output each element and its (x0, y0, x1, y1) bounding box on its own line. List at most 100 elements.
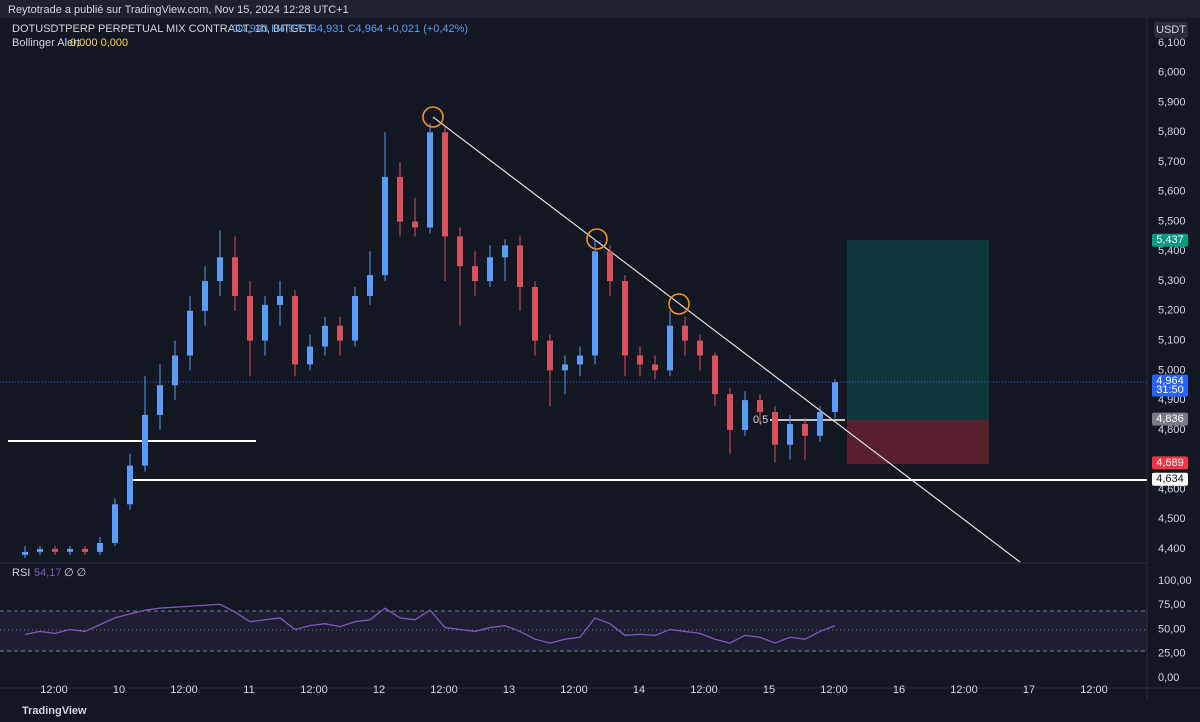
rsi-tick-label: 100,00 (1158, 575, 1192, 587)
candle-body (232, 257, 238, 296)
candle-body (442, 132, 448, 237)
candle-body (382, 176, 388, 276)
candle-body (817, 412, 823, 436)
indicator-values: 0,000 0,000 (70, 37, 128, 49)
candle-body (202, 281, 208, 311)
price-tick-label: 5,300 (1158, 275, 1186, 287)
rsi-value: 54,17 (34, 567, 62, 579)
currency: USDT (1156, 24, 1186, 36)
candle-body (607, 251, 613, 282)
candle-body (802, 423, 808, 436)
price-tag (1152, 472, 1188, 486)
candle-body (82, 548, 88, 552)
time-tick-label: 12 (373, 684, 385, 696)
candle-body (37, 548, 43, 552)
candle-body (307, 346, 313, 365)
price-tick-label: 5,100 (1158, 335, 1186, 347)
brand: TradingView (22, 705, 87, 717)
price-tag-label: 4,689 (1156, 457, 1184, 469)
touch-circle (668, 293, 690, 315)
price-tag (1152, 374, 1188, 397)
time-tick-label: 12:00 (820, 684, 848, 696)
candle-body (352, 295, 358, 341)
time-tick-label: 11 (243, 684, 254, 696)
candle-body (787, 423, 793, 445)
candle-body (757, 400, 763, 413)
candle-body (577, 355, 583, 365)
candle-body (457, 236, 463, 267)
price-tick-label: 5,700 (1158, 156, 1186, 168)
candle-body (697, 340, 703, 356)
time-tick-label: 14 (633, 684, 645, 696)
candle-body (292, 295, 298, 365)
candle-body (502, 245, 508, 258)
candle-body (832, 382, 838, 413)
touch-circle (422, 106, 444, 128)
time-tick-label: 12:00 (170, 684, 198, 696)
time-tick-label: 13 (503, 684, 515, 696)
rsi-line (24, 603, 836, 644)
price-tag (1152, 412, 1188, 426)
price-tag-label: 4,836 (1156, 413, 1184, 425)
candle-body (412, 221, 418, 228)
time-tick-label: 15 (763, 684, 775, 696)
candle-body (157, 385, 163, 415)
candle-body (112, 504, 118, 543)
candle-body (322, 325, 328, 347)
price-tag-label: 4,964 (1156, 375, 1184, 387)
stop-zone (847, 420, 989, 464)
price-tick-label: 4,900 (1158, 394, 1186, 406)
time-tick-label: 17 (1023, 684, 1035, 696)
candle-body (337, 325, 343, 341)
time-tick-label: 12:00 (950, 684, 978, 696)
candle-body (97, 542, 103, 552)
rsi-tick-label: 75,00 (1158, 599, 1186, 611)
time-tick-label: 12:00 (560, 684, 588, 696)
candle-body (532, 287, 538, 341)
indicator: Bollinger Alert (12, 37, 80, 49)
candle-body (367, 275, 373, 296)
price-tick-label: 5,400 (1158, 245, 1186, 257)
rsi-name: RSI (12, 567, 30, 579)
candle-body (547, 340, 553, 371)
price-tag-sub: 31:50 (1156, 384, 1184, 396)
price-tick-label: 5,500 (1158, 215, 1186, 227)
price-tick-label: 4,500 (1158, 513, 1186, 525)
candle-body (592, 251, 598, 356)
symbol: DOTUSDTPERP PERPETUAL MIX CONTRACT, 1h, … (12, 23, 313, 35)
footer (0, 700, 1200, 722)
candle-body (172, 355, 178, 386)
candle-body (772, 412, 778, 445)
trendline (432, 116, 1021, 563)
price-tick-label: 5,900 (1158, 96, 1186, 108)
price-tick-label: 5,200 (1158, 305, 1186, 317)
candle-body (262, 304, 268, 341)
price-tag (1152, 456, 1188, 470)
target-zone (847, 240, 989, 420)
top-bar (0, 0, 1200, 18)
price-tag (1152, 233, 1188, 247)
price-tick-label: 5,600 (1158, 186, 1186, 198)
candle-body (52, 548, 58, 552)
candle-body (682, 325, 688, 341)
price-tick-label: 4,800 (1158, 424, 1186, 436)
candle-body (712, 355, 718, 395)
ohlc: O4,943 H4,975 B4,931 C4,964 +0,021 (+0,4… (232, 23, 468, 35)
candle-body (517, 245, 523, 288)
candle-body (22, 551, 28, 555)
price-tick-label: 5,000 (1158, 364, 1186, 376)
candle-body (427, 132, 433, 228)
price-tick-label: 5,800 (1158, 126, 1186, 138)
candle-body (487, 257, 493, 282)
candle-body (622, 281, 628, 356)
time-tick-label: 12:00 (690, 684, 718, 696)
price-tick-label: 4,600 (1158, 483, 1186, 495)
candle-body (277, 295, 283, 305)
candle-body (187, 310, 193, 356)
time-tick-label: 16 (893, 684, 905, 696)
time-tick-label: 10 (113, 684, 125, 696)
candle-body (562, 364, 568, 371)
candle-body (652, 364, 658, 371)
price-tag-label: 5,437 (1156, 234, 1184, 246)
